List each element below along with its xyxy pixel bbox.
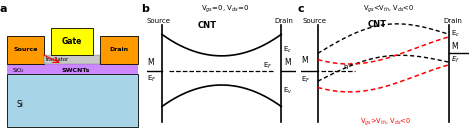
Bar [44,55,100,64]
Bar [7,64,138,74]
Bar [51,28,93,55]
Text: M: M [301,56,308,65]
Text: M: M [451,43,457,51]
Text: V$_{gs}$=0, V$_{ds}$=0: V$_{gs}$=0, V$_{ds}$=0 [201,4,249,15]
Text: CNT: CNT [367,20,386,29]
Text: E$_v$: E$_v$ [283,85,292,96]
Text: Drain: Drain [109,47,128,52]
Bar [7,74,138,127]
Bar [100,36,138,64]
Text: SiO₂: SiO₂ [12,68,24,73]
Text: Insulator: Insulator [46,57,69,62]
Text: Source: Source [147,18,171,24]
Text: h$^+$: h$^+$ [343,62,354,72]
Text: a: a [0,4,7,14]
Text: V$_{gs}$<V$_{th}$, V$_{ds}$<0: V$_{gs}$<V$_{th}$, V$_{ds}$<0 [363,4,414,15]
Text: E$_c$: E$_c$ [283,45,292,55]
Text: V$_{gs}$>V$_{th}$, V$_{ds}$<0: V$_{gs}$>V$_{th}$, V$_{ds}$<0 [360,117,410,128]
Text: E$_c$: E$_c$ [451,29,460,39]
Text: E$_f$: E$_f$ [451,55,460,65]
Text: SWCNTs: SWCNTs [61,68,90,73]
Text: b: b [141,4,149,14]
Text: Drain: Drain [275,18,294,24]
Text: c: c [298,4,304,14]
Text: Source: Source [13,47,38,52]
Text: Si: Si [16,100,23,109]
Text: M: M [284,58,291,67]
Bar [7,36,45,64]
Text: Gate: Gate [62,37,82,46]
Text: E$_F$: E$_F$ [264,61,273,71]
Text: Drain: Drain [443,18,462,24]
Text: M: M [147,58,154,67]
Text: Source: Source [302,18,327,24]
Text: CNT: CNT [197,21,216,30]
Text: E$_F$: E$_F$ [301,75,310,85]
Text: E$_F$: E$_F$ [147,74,156,84]
